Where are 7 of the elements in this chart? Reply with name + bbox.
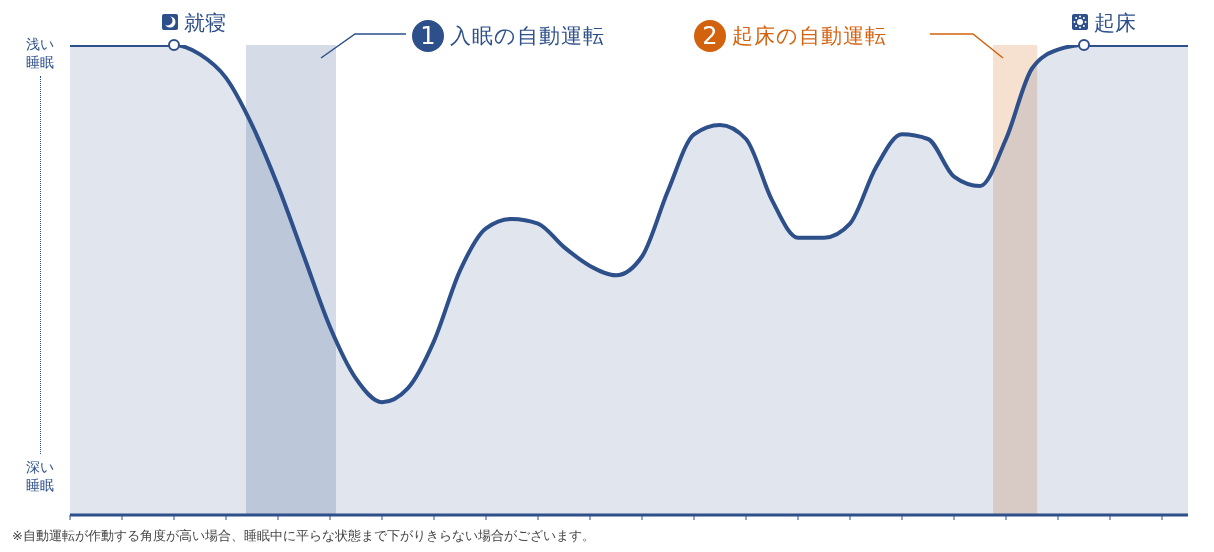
text: 深い睡眠 [25,458,55,494]
text: 浅い睡眠 [25,35,55,71]
text: 起床 [1094,10,1136,36]
annotation: 1 入眠の自動運転 [419,21,605,52]
text: 就寝 [184,10,226,36]
text: ※自動運転が作動する角度が高い場合、睡眠中に平らな状態まで下がりきらない場合がございます。 [12,527,596,545]
annotation: 2 起床の自動運転 [701,21,887,52]
